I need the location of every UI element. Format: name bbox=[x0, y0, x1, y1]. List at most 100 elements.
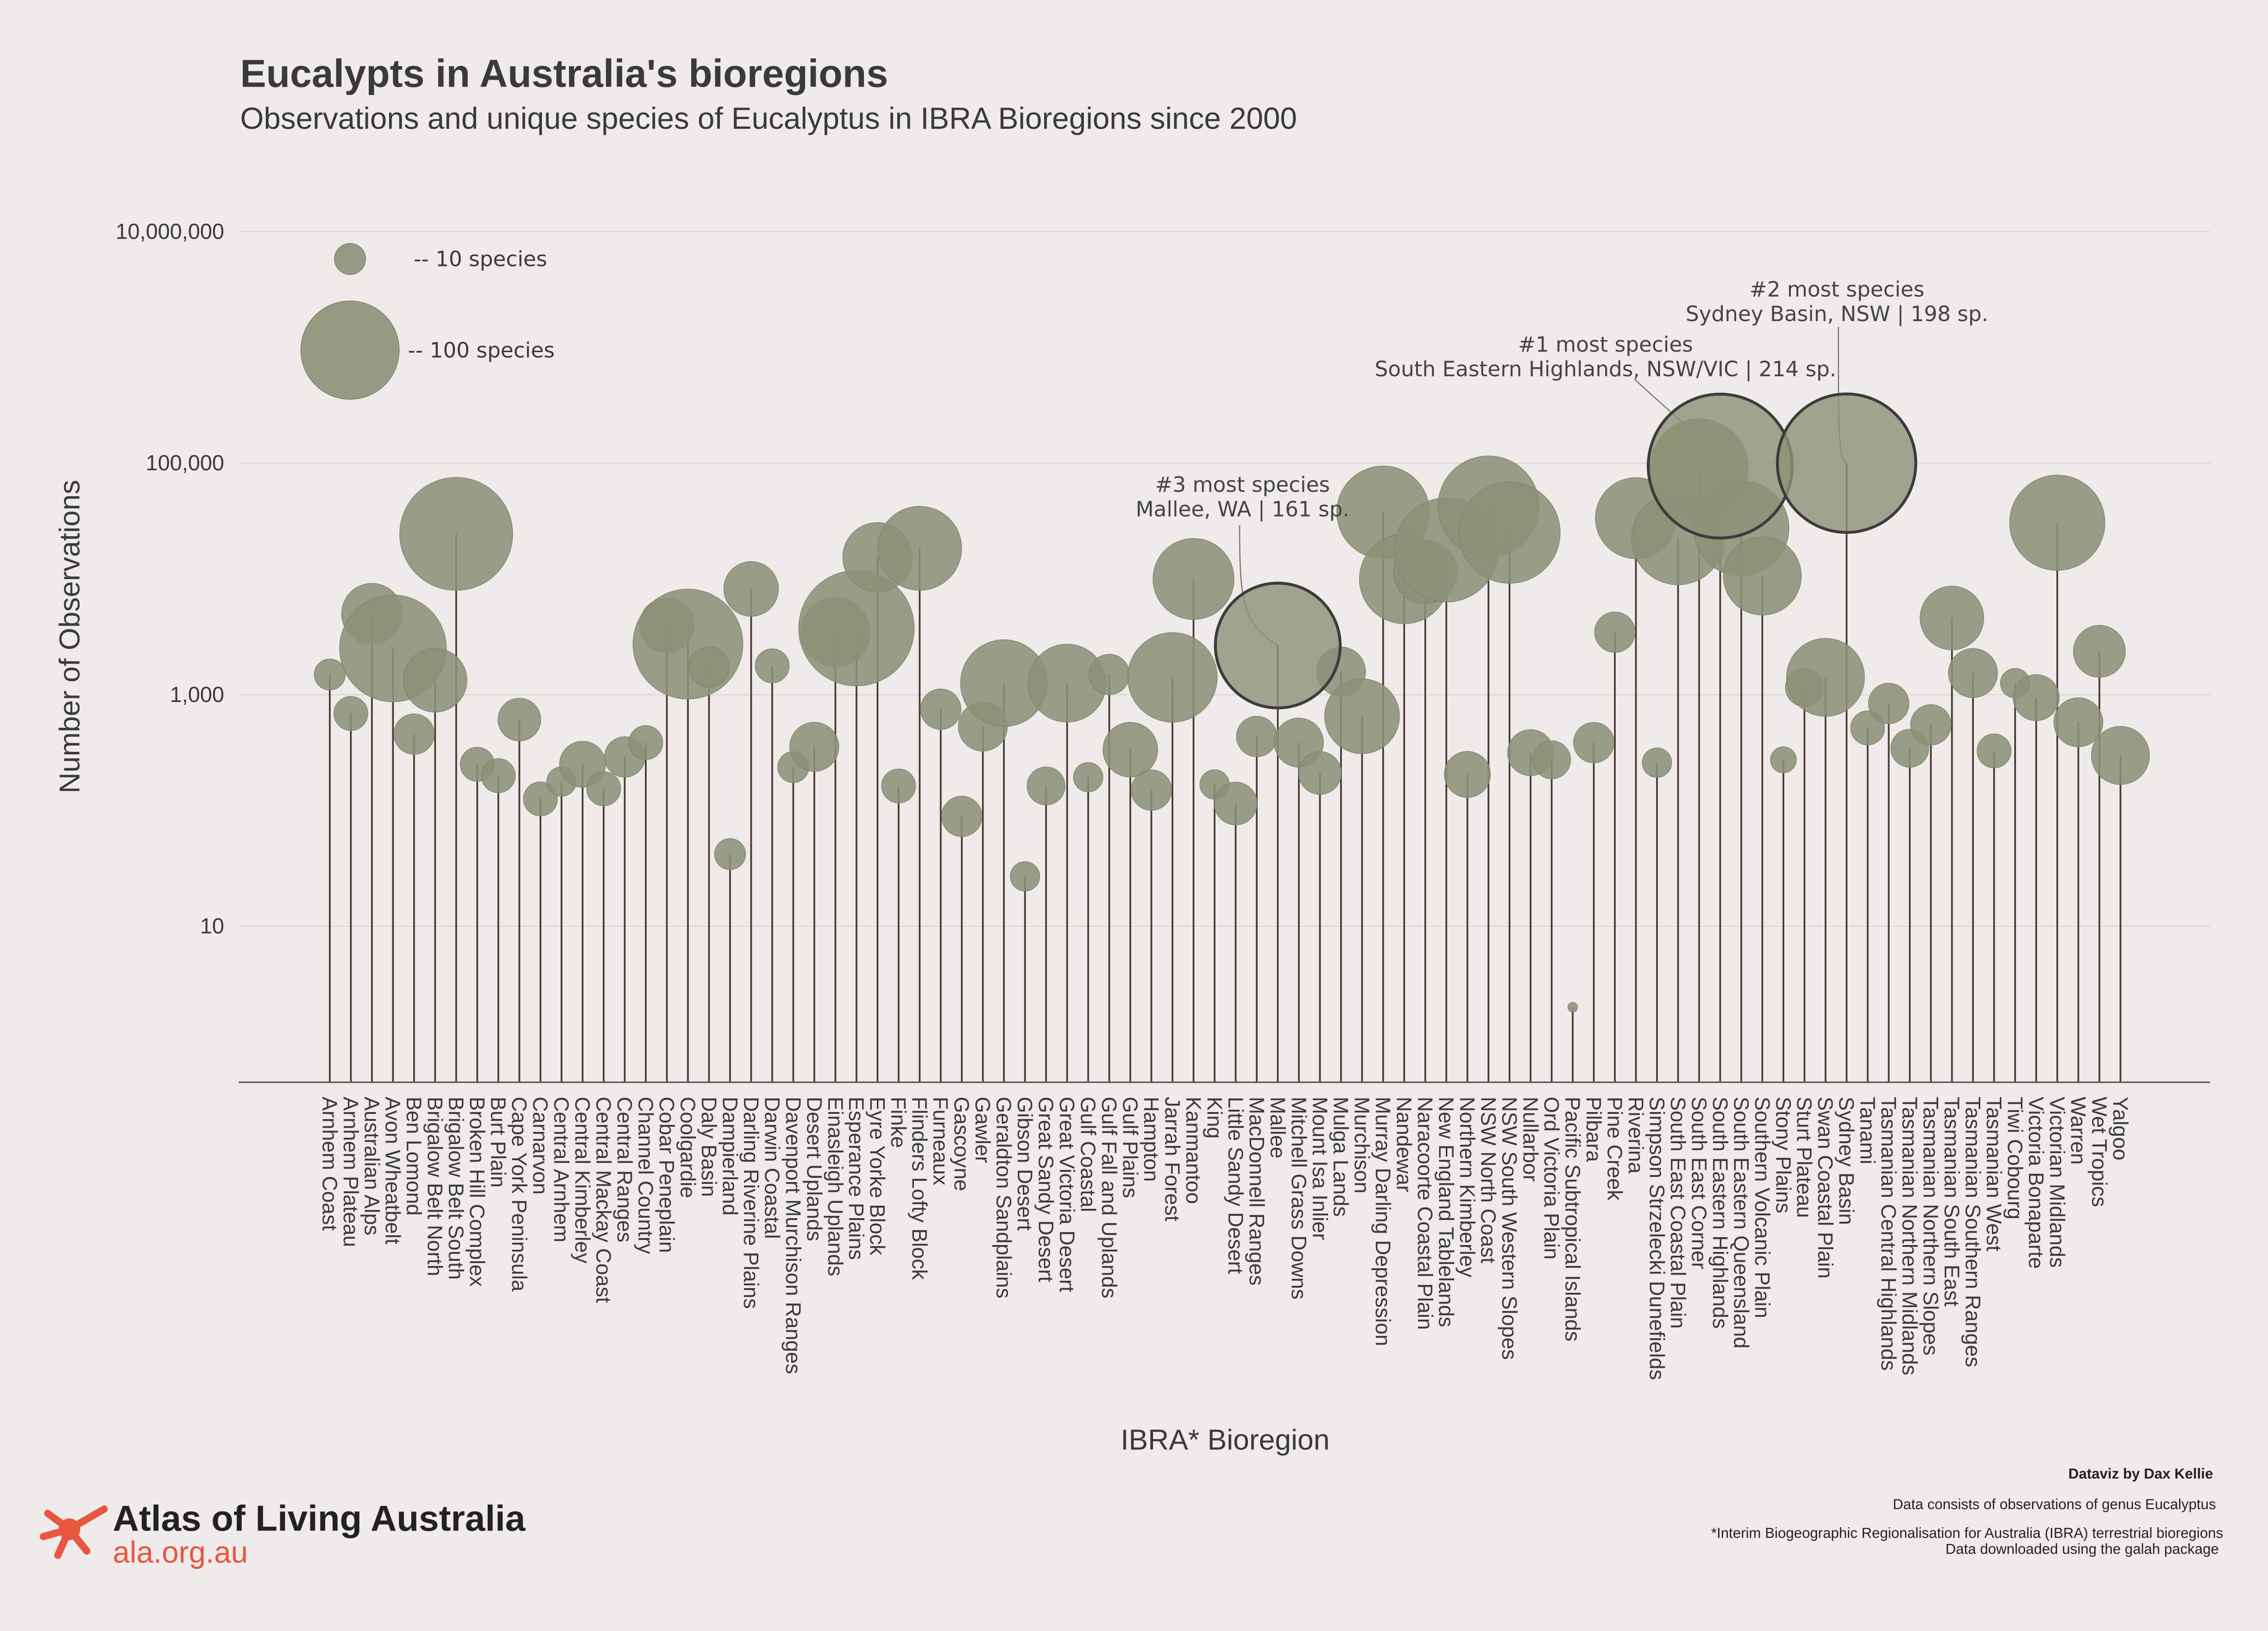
x-tick-label: Carnarvon bbox=[529, 1097, 552, 1195]
x-tick-label: Geraldton Sandplains bbox=[992, 1097, 1016, 1298]
bubble bbox=[2073, 625, 2126, 678]
chart-subtitle: Observations and unique species of Eucal… bbox=[240, 101, 1297, 135]
x-tick-label: Gulf Plains bbox=[1118, 1097, 1142, 1198]
x-tick-label: Tasmanian Northern Midlands bbox=[1898, 1097, 1922, 1375]
x-tick-label: Esperance Plains bbox=[844, 1097, 868, 1260]
bubble bbox=[1642, 747, 1672, 778]
x-tick-label: South East Coastal Plain bbox=[1666, 1097, 1690, 1329]
bubble bbox=[1102, 722, 1158, 778]
credit-data: Data consists of observations of genus E… bbox=[1893, 1496, 2216, 1512]
bubble bbox=[632, 588, 743, 700]
annotation-text: Sydney Basin, NSW | 198 sp. bbox=[1686, 302, 1988, 326]
x-tick-label: Tasmanian Northern Slopes bbox=[1919, 1097, 1943, 1356]
x-tick-label: Nandewar bbox=[1392, 1097, 1416, 1192]
x-tick-label: Tasmanian Southern Ranges bbox=[1961, 1097, 1985, 1367]
x-tick-label: Mitchell Grass Downs bbox=[1287, 1097, 1310, 1300]
x-tick-label: Sturt Plateau bbox=[1793, 1097, 1816, 1218]
x-tick-label: Naracoorte Coastal Plain bbox=[1413, 1097, 1437, 1330]
y-tick-label: 10,000,000 bbox=[116, 219, 224, 243]
bubble bbox=[314, 658, 346, 690]
x-tick-label: New England Tablelands bbox=[1435, 1097, 1458, 1327]
size-legend-label: -- 100 species bbox=[408, 338, 555, 362]
x-tick-label: Finke bbox=[887, 1097, 910, 1148]
x-tick-label: Mulga Lands bbox=[1329, 1097, 1353, 1217]
highlight-bubble bbox=[1776, 392, 1917, 534]
x-tick-label: Central Arnhem bbox=[550, 1097, 573, 1243]
x-tick-label: Darwin Coastal bbox=[760, 1097, 784, 1239]
x-tick-label: Murray Darling Depression bbox=[1371, 1097, 1395, 1346]
bubble bbox=[941, 796, 983, 837]
x-tick-label: NSW South Western Slopes bbox=[1498, 1097, 1521, 1360]
bubble bbox=[498, 698, 542, 741]
bubble bbox=[798, 570, 915, 687]
bubble bbox=[789, 722, 839, 772]
bubble bbox=[481, 758, 516, 793]
bubble bbox=[1910, 704, 1952, 746]
x-tick-label: Dampierland bbox=[718, 1097, 742, 1216]
x-tick-label: Nullarbor bbox=[1519, 1097, 1543, 1182]
x-tick-label: Simpson Strzelecki Dunefields bbox=[1645, 1097, 1669, 1380]
bubble bbox=[1131, 769, 1172, 811]
x-tick-label: Avon Wheatbelt bbox=[381, 1097, 405, 1245]
bubble bbox=[628, 725, 663, 760]
x-tick-label: Wet Tropics bbox=[2087, 1097, 2111, 1207]
bubble bbox=[881, 768, 916, 803]
annotation-text: Mallee, WA | 161 sp. bbox=[1136, 497, 1349, 522]
x-tick-label: Northern Kimberley bbox=[1455, 1097, 1479, 1277]
x-tick-label: Brigalow Belt South bbox=[444, 1097, 468, 1280]
y-tick-label: 100,000 bbox=[146, 451, 224, 475]
x-tick-label: South Eastern Highlands bbox=[1708, 1097, 1732, 1329]
x-tick-label: Coolgardie bbox=[676, 1097, 699, 1198]
bubble bbox=[1236, 716, 1278, 757]
bubble bbox=[2091, 726, 2150, 785]
bubble bbox=[399, 477, 513, 591]
x-tick-label: South East Corner bbox=[1687, 1097, 1711, 1269]
logo-name: Atlas of Living Australia bbox=[113, 1498, 526, 1539]
y-tick-label: 10 bbox=[200, 914, 224, 938]
x-tick-label: Tasmanian Central Highlands bbox=[1877, 1097, 1901, 1371]
bubble bbox=[2053, 697, 2104, 747]
bubble bbox=[1010, 861, 1040, 891]
x-tick-label: Swan Coastal Plain bbox=[1814, 1097, 1837, 1279]
x-tick-label: Mallee bbox=[1266, 1097, 1290, 1158]
bubble bbox=[393, 713, 435, 755]
annotation-title: #2 most species bbox=[1750, 277, 1925, 302]
x-tick-label: Ben Lomond bbox=[402, 1097, 426, 1216]
bubble bbox=[1073, 762, 1103, 792]
size-legend-bubble bbox=[334, 243, 366, 275]
x-tick-label: Gulf Fall and Uplands bbox=[1097, 1097, 1121, 1298]
bubble bbox=[1153, 538, 1235, 620]
bubble bbox=[1868, 683, 1909, 724]
bubble bbox=[688, 646, 730, 688]
bubble bbox=[333, 696, 368, 731]
x-tick-label: Little Sandy Desert bbox=[1224, 1097, 1247, 1274]
credit-ibra: *Interim Biogeographic Regionalisation f… bbox=[1711, 1525, 2223, 1541]
x-tick-label: Murchison bbox=[1350, 1097, 1374, 1194]
bubble bbox=[1594, 612, 1636, 653]
logo-icon bbox=[39, 1505, 108, 1559]
bubble bbox=[1458, 481, 1561, 584]
x-tick-label: Mount Isa Inlier bbox=[1308, 1097, 1332, 1240]
x-tick-label: Warren bbox=[2066, 1097, 2090, 1165]
bubble bbox=[1532, 740, 1571, 779]
bubble bbox=[2013, 674, 2060, 721]
x-tick-label: Central Ranges bbox=[613, 1097, 636, 1243]
x-tick-label: Gulf Coastal bbox=[1076, 1097, 1100, 1212]
x-tick-label: NSW North Coast bbox=[1477, 1097, 1500, 1264]
x-tick-label: MacDonnell Ranges bbox=[1245, 1097, 1268, 1286]
x-tick-label: Eyre Yorke Block bbox=[866, 1097, 889, 1256]
x-tick-label: Australian Alps bbox=[360, 1097, 384, 1235]
bubble bbox=[1567, 1002, 1578, 1013]
bubble bbox=[1298, 751, 1342, 795]
logo-url: ala.org.au bbox=[113, 1535, 248, 1569]
x-tick-label: Desert Uplands bbox=[802, 1097, 826, 1241]
bubble bbox=[1089, 654, 1130, 695]
x-tick-label: Jarrah Forest bbox=[1160, 1097, 1184, 1222]
bubble bbox=[1027, 766, 1065, 805]
bubble bbox=[1920, 586, 1984, 651]
x-tick-label: Hampton bbox=[1140, 1097, 1163, 1182]
x-tick-label: Davenport Murchison Ranges bbox=[781, 1097, 805, 1374]
